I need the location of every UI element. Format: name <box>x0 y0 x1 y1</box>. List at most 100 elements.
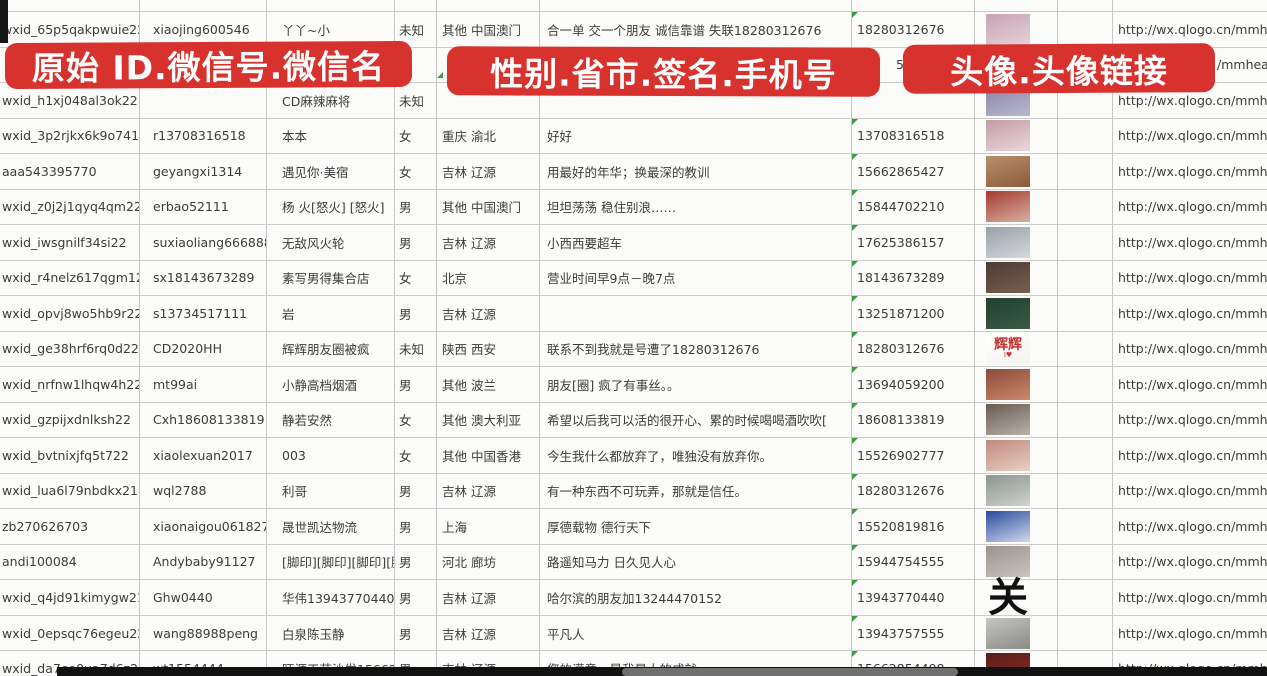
cell-gender[interactable]: 女 <box>395 403 437 438</box>
cell-region[interactable]: 吉林 辽源 <box>437 580 540 615</box>
cell-link[interactable]: http://wx.qlogo.cn/mmhead <box>1113 332 1267 367</box>
cell-link[interactable]: http://wx.qlogo.cn/mmhead <box>1113 225 1267 260</box>
cell-signature[interactable]: 今生我什么都放弃了，唯独没有放弃你。 <box>540 438 852 473</box>
cell-phone[interactable]: 13694059200 <box>852 367 975 402</box>
cell-spacer[interactable] <box>1058 225 1113 260</box>
cell-link[interactable]: http://wx.qlogo.cn/mmhead <box>1113 616 1267 651</box>
cell-region[interactable]: 上海 <box>437 509 540 544</box>
cell-nickname[interactable]: 杨 火[怒火] [怒火] <box>267 190 395 225</box>
cell-gender[interactable]: 未知 <box>395 83 437 118</box>
cell-account[interactable]: Cxh18608133819 <box>140 403 267 438</box>
cell-account[interactable]: erbao52111 <box>140 190 267 225</box>
cell-phone[interactable]: 18280312676 <box>852 332 975 367</box>
cell-spacer[interactable] <box>1058 154 1113 189</box>
cell-phone[interactable]: 15662865427 <box>852 154 975 189</box>
cell-region[interactable]: 其他 中国澳门 <box>437 190 540 225</box>
cell-signature[interactable]: 小西西要超车 <box>540 225 852 260</box>
cell-signature[interactable]: 好好 <box>540 119 852 154</box>
cell-account[interactable]: geyangxi1314 <box>140 154 267 189</box>
cell-account[interactable]: CD2020HH <box>140 332 267 367</box>
cell-signature[interactable]: 坦坦荡荡 稳住别浪…… <box>540 190 852 225</box>
cell-spacer[interactable] <box>1058 474 1113 509</box>
cell-link[interactable]: http://wx.qlogo.cn/mmhead <box>1113 545 1267 580</box>
cell-account[interactable]: Ghw0440 <box>140 580 267 615</box>
cell-phone[interactable]: 13708316518 <box>852 119 975 154</box>
cell-avatar[interactable] <box>975 119 1058 154</box>
cell-spacer[interactable] <box>1058 509 1113 544</box>
cell-phone[interactable]: 18143673289 <box>852 261 975 296</box>
cell-nickname[interactable]: 本本 <box>267 119 395 154</box>
cell-avatar[interactable]: 辉辉I♥ <box>975 332 1058 367</box>
cell-avatar[interactable] <box>975 190 1058 225</box>
cell-spacer[interactable] <box>1058 545 1113 580</box>
cell-avatar[interactable] <box>975 616 1058 651</box>
cell-wxid[interactable]: wxid_r4nelz617qgm12 <box>0 261 140 296</box>
cell-phone[interactable]: 15526902777 <box>852 438 975 473</box>
horizontal-scrollbar-thumb[interactable] <box>622 668 958 676</box>
cell-wxid[interactable]: wxid_opvj8wo5hb9r22 <box>0 296 140 331</box>
cell-account[interactable]: s13734517111 <box>140 296 267 331</box>
cell-signature[interactable]: 希望以后我可以活的很开心、累的时候喝喝酒吹吹[ <box>540 403 852 438</box>
cell-avatar[interactable] <box>975 367 1058 402</box>
cell-wxid[interactable]: wxid_bvtnixjfq5t722 <box>0 438 140 473</box>
cell-link[interactable]: http://wx.qlogo.cn/mmhead <box>1113 580 1267 615</box>
cell-avatar[interactable] <box>975 438 1058 473</box>
cell-wxid[interactable]: wxid_lua6l79nbdkx21 <box>0 474 140 509</box>
cell-region[interactable]: 吉林 辽源 <box>437 154 540 189</box>
cell-region[interactable]: 其他 澳大利亚 <box>437 403 540 438</box>
cell-gender[interactable]: 男 <box>395 296 437 331</box>
cell-link[interactable]: http://wx.qlogo.cn/mmhead <box>1113 403 1267 438</box>
cell-region[interactable]: 其他 中国澳门 <box>437 12 540 47</box>
cell-nickname[interactable]: 华伟13943770440 <box>267 580 395 615</box>
cell-phone[interactable]: 18280312676 <box>852 12 975 47</box>
cell-signature[interactable]: 哈尔滨的朋友加13244470152 <box>540 580 852 615</box>
cell-region[interactable]: 吉林 辽源 <box>437 225 540 260</box>
cell-signature[interactable]: 有一种东西不可玩弄，那就是信任。 <box>540 474 852 509</box>
cell-signature[interactable]: 合一单 交一个朋友 诚信靠谱 失联18280312676 <box>540 12 852 47</box>
cell-phone[interactable]: 13943757555 <box>852 616 975 651</box>
cell-nickname[interactable]: 003 <box>267 438 395 473</box>
cell-spacer[interactable] <box>1058 367 1113 402</box>
cell-avatar[interactable] <box>975 474 1058 509</box>
cell-signature[interactable]: 营业时间早9点－晚7点 <box>540 261 852 296</box>
cell-region[interactable]: 吉林 辽源 <box>437 296 540 331</box>
cell-account[interactable]: wang88988peng <box>140 616 267 651</box>
cell-link[interactable]: http://wx.qlogo.cn/mmhead <box>1113 474 1267 509</box>
cell-avatar[interactable] <box>975 296 1058 331</box>
cell-phone[interactable]: 18280312676 <box>852 474 975 509</box>
cell-phone[interactable]: 15844702210 <box>852 190 975 225</box>
cell-spacer[interactable] <box>1058 12 1113 47</box>
cell-gender[interactable]: 男 <box>395 190 437 225</box>
cell-account[interactable]: mt99ai <box>140 367 267 402</box>
cell-gender[interactable]: 男 <box>395 474 437 509</box>
cell-spacer[interactable] <box>1058 190 1113 225</box>
cell-wxid[interactable]: wxid_gzpijxdnlksh22 <box>0 403 140 438</box>
cell-gender[interactable]: 男 <box>395 545 437 580</box>
cell-region[interactable]: 吉林 辽源 <box>437 616 540 651</box>
cell-account[interactable]: r13708316518 <box>140 119 267 154</box>
cell-link[interactable]: http://wx.qlogo.cn/mmhead <box>1113 296 1267 331</box>
cell-gender[interactable]: 男 <box>395 509 437 544</box>
cell-wxid[interactable]: andi100084 <box>0 545 140 580</box>
cell-region[interactable]: 北京 <box>437 261 540 296</box>
cell-avatar[interactable] <box>975 403 1058 438</box>
cell-wxid[interactable]: wxid_z0j2j1qyq4qm22 <box>0 190 140 225</box>
cell-phone[interactable]: 17625386157 <box>852 225 975 260</box>
cell-wxid[interactable]: aaa543395770 <box>0 154 140 189</box>
cell-spacer[interactable] <box>1058 580 1113 615</box>
cell-signature[interactable]: 路遥知马力 日久见人心 <box>540 545 852 580</box>
cell-gender[interactable]: 男 <box>395 580 437 615</box>
cell-avatar[interactable] <box>975 225 1058 260</box>
cell-nickname[interactable]: 晟世凯达物流 <box>267 509 395 544</box>
cell-spacer[interactable] <box>1058 296 1113 331</box>
cell-region[interactable]: 其他 波兰 <box>437 367 540 402</box>
cell-gender[interactable]: 男 <box>395 367 437 402</box>
cell-link[interactable]: http://wx.qlogo.cn/mmhead <box>1113 509 1267 544</box>
cell-spacer[interactable] <box>1058 261 1113 296</box>
cell-spacer[interactable] <box>1058 332 1113 367</box>
cell-phone[interactable]: 18608133819 <box>852 403 975 438</box>
cell-avatar[interactable] <box>975 509 1058 544</box>
cell-region[interactable]: 陕西 西安 <box>437 332 540 367</box>
cell-avatar[interactable] <box>975 12 1058 47</box>
cell-nickname[interactable]: 岩 <box>267 296 395 331</box>
